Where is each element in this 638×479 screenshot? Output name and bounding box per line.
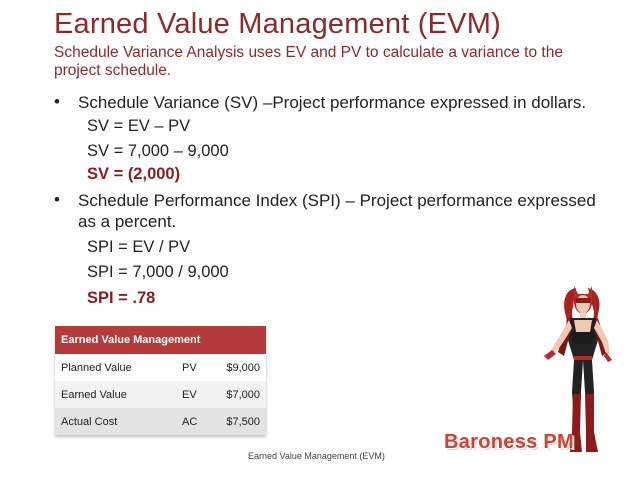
- row-label: Earned Value: [55, 381, 176, 408]
- bullet-dot-icon: •: [54, 92, 60, 111]
- row-label: Planned Value: [55, 354, 176, 381]
- formula-line: SV = 7,000 – 9,000: [87, 142, 229, 160]
- table-header-row: Earned Value Management: [55, 326, 266, 354]
- table-row: Earned Value EV $7,000: [55, 381, 266, 408]
- slide-subtitle: Schedule Variance Analysis uses EV and P…: [54, 44, 563, 79]
- bullet-text: Schedule Variance (SV) –Project performa…: [78, 93, 587, 112]
- bullet-dot-icon: •: [54, 190, 60, 209]
- row-code: PV: [176, 354, 212, 381]
- formula-result: SV = (2,000): [87, 165, 181, 183]
- row-value: $9,000: [212, 354, 266, 381]
- formula-line: SPI = EV / PV: [87, 238, 191, 256]
- table-row: Actual Cost AC $7,500: [55, 408, 266, 435]
- evm-summary-table: Earned Value Management Planned Value PV…: [55, 326, 266, 435]
- row-value: $7,000: [212, 381, 266, 408]
- table-row: Planned Value PV $9,000: [55, 354, 266, 381]
- row-code: AC: [176, 408, 212, 435]
- bullet-text: Schedule Performance Index (SPI) – Proje…: [78, 191, 596, 231]
- footer-text: Earned Value Management (EVM): [248, 451, 385, 461]
- bullet-schedule-performance-index: • Schedule Performance Index (SPI) – Pro…: [54, 190, 596, 231]
- slide-title: Earned Value Management (EVM): [54, 8, 501, 40]
- table-header: Earned Value Management: [55, 326, 266, 354]
- bullet-schedule-variance: • Schedule Variance (SV) –Project perfor…: [54, 92, 586, 112]
- row-value: $7,500: [212, 408, 266, 435]
- brand-logo: Baroness PM: [444, 431, 575, 453]
- formula-result: SPI = .78: [87, 289, 156, 307]
- row-label: Actual Cost: [55, 408, 176, 435]
- formula-line: SPI = 7,000 / 9,000: [87, 263, 229, 281]
- row-code: EV: [176, 381, 212, 408]
- superheroine-character-illustration-icon: [544, 286, 612, 452]
- formula-line: SV = EV – PV: [87, 117, 191, 135]
